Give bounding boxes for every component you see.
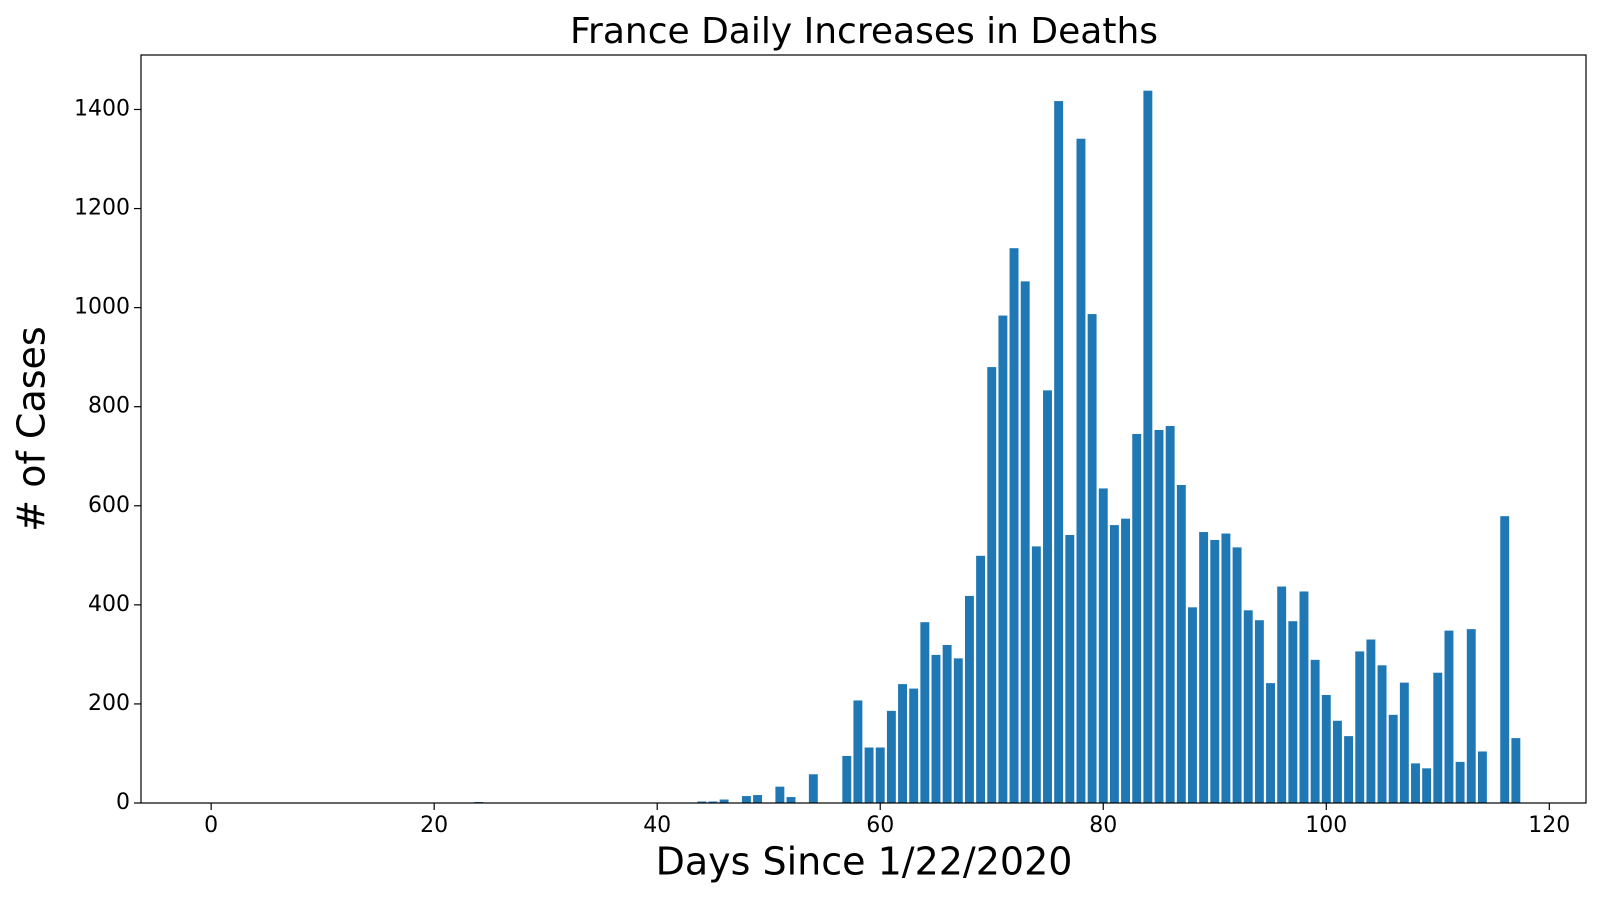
bar bbox=[1466, 629, 1476, 803]
bar bbox=[1009, 248, 1019, 804]
bar bbox=[1165, 426, 1175, 803]
y-tick-label: 0 bbox=[116, 790, 130, 815]
y-tick-label: 400 bbox=[88, 592, 130, 617]
bar bbox=[1210, 539, 1220, 803]
y-axis-label: # of Cases bbox=[10, 326, 54, 531]
bar bbox=[1288, 621, 1298, 803]
y-tick-label: 1400 bbox=[74, 96, 130, 121]
bar bbox=[1109, 525, 1119, 803]
bar bbox=[741, 796, 751, 803]
bar bbox=[964, 595, 974, 803]
bar bbox=[1411, 763, 1420, 803]
bar bbox=[953, 658, 963, 803]
y-tick-label: 1200 bbox=[74, 196, 130, 221]
y-tick-label: 600 bbox=[88, 493, 130, 518]
bar bbox=[1132, 433, 1142, 803]
bar bbox=[909, 688, 919, 803]
bar bbox=[1188, 607, 1197, 803]
bar bbox=[753, 795, 763, 803]
bar bbox=[1299, 591, 1309, 803]
bar bbox=[1433, 672, 1443, 803]
y-tick-label: 200 bbox=[88, 691, 130, 716]
x-tick-label: 120 bbox=[1528, 813, 1570, 838]
bar bbox=[1254, 620, 1264, 803]
bar bbox=[775, 786, 785, 803]
plot-frame bbox=[140, 54, 1587, 804]
bar bbox=[808, 774, 818, 803]
bar bbox=[1232, 547, 1242, 803]
bar bbox=[1444, 630, 1454, 803]
x-tick-label: 40 bbox=[643, 813, 671, 838]
bar bbox=[864, 747, 874, 803]
bar bbox=[1477, 751, 1487, 803]
bar bbox=[842, 755, 852, 803]
bar bbox=[1221, 533, 1231, 803]
bar bbox=[886, 710, 896, 803]
bar bbox=[1031, 546, 1041, 803]
bar bbox=[697, 801, 707, 803]
bar bbox=[1076, 138, 1086, 803]
bar bbox=[1277, 586, 1287, 803]
bar bbox=[1344, 736, 1354, 803]
bar bbox=[1500, 516, 1510, 803]
bar bbox=[987, 367, 997, 803]
bar bbox=[1310, 659, 1320, 803]
bar bbox=[1332, 720, 1342, 803]
bar bbox=[1377, 665, 1387, 803]
x-tick-label: 60 bbox=[866, 813, 894, 838]
bar bbox=[1154, 429, 1164, 803]
chart-title: France Daily Increases in Deaths bbox=[570, 11, 1158, 52]
bar bbox=[1087, 314, 1097, 803]
bar bbox=[1399, 682, 1409, 803]
bar bbox=[942, 644, 952, 803]
bar bbox=[1355, 651, 1365, 803]
bar bbox=[1065, 535, 1075, 803]
bar bbox=[898, 684, 907, 803]
bar bbox=[1388, 714, 1398, 803]
bar bbox=[920, 622, 930, 803]
bar bbox=[1199, 532, 1209, 803]
bar bbox=[1020, 281, 1030, 803]
x-axis-label: Days Since 1/22/2020 bbox=[656, 840, 1073, 884]
bar bbox=[1422, 768, 1432, 803]
bar bbox=[931, 654, 941, 803]
bar bbox=[1121, 518, 1131, 803]
bar bbox=[1098, 488, 1108, 803]
x-tick-label: 100 bbox=[1305, 813, 1347, 838]
bar bbox=[708, 801, 718, 803]
bar bbox=[1143, 90, 1153, 804]
bar bbox=[1243, 610, 1253, 803]
bar bbox=[875, 747, 885, 803]
bar bbox=[853, 700, 863, 803]
bar bbox=[1321, 695, 1331, 803]
bar bbox=[1455, 761, 1465, 803]
x-tick-label: 20 bbox=[420, 813, 448, 838]
bar bbox=[976, 555, 986, 803]
bar bbox=[1043, 390, 1052, 803]
bar bbox=[1054, 101, 1064, 804]
bar bbox=[1176, 484, 1186, 803]
bar bbox=[998, 315, 1008, 803]
bar bbox=[786, 797, 796, 803]
y-tick-label: 800 bbox=[88, 394, 130, 419]
x-tick-label: 80 bbox=[1089, 813, 1117, 838]
bar bbox=[1266, 683, 1275, 803]
bar bbox=[719, 799, 729, 803]
bar bbox=[1511, 738, 1521, 803]
y-tick-label: 1000 bbox=[74, 295, 130, 320]
bar bbox=[1366, 639, 1376, 803]
x-tick-label: 0 bbox=[204, 813, 218, 838]
